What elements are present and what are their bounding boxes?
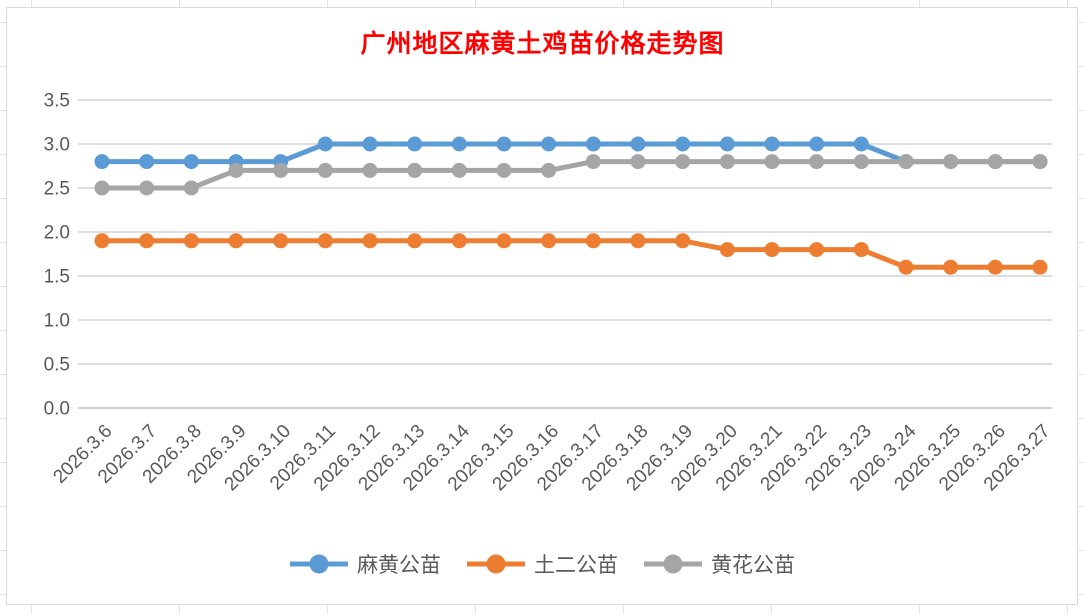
legend-item-黄花公苗: 黄花公苗 — [644, 549, 795, 579]
series-line — [99, 141, 1043, 165]
legend-marker-icon — [290, 554, 348, 574]
series-麻黄公苗 — [94, 136, 1048, 170]
data-point — [496, 233, 512, 249]
data-point — [183, 233, 199, 249]
series-line — [99, 238, 1043, 270]
data-point — [94, 154, 110, 170]
data-point — [585, 136, 601, 152]
chart-legend: 麻黄公苗 土二公苗 黄花公苗 — [0, 549, 1085, 579]
data-point — [496, 136, 512, 152]
data-point — [273, 162, 289, 178]
y-tick-label: 1.5 — [44, 267, 70, 288]
data-point — [764, 154, 780, 170]
data-point — [987, 259, 1003, 275]
data-point — [541, 233, 557, 249]
data-point — [451, 136, 467, 152]
data-point — [541, 162, 557, 178]
data-point — [585, 233, 601, 249]
data-point — [764, 136, 780, 152]
data-point — [719, 242, 735, 258]
data-point — [943, 259, 959, 275]
data-point — [853, 136, 869, 152]
data-point — [317, 136, 333, 152]
legend-marker-icon — [644, 554, 702, 574]
data-point — [719, 136, 735, 152]
y-tick-label: 2.5 — [44, 179, 70, 200]
legend-item-土二公苗: 土二公苗 — [467, 549, 618, 579]
data-point — [853, 154, 869, 170]
data-point — [362, 136, 378, 152]
legend-label: 麻黄公苗 — [357, 554, 441, 577]
data-point — [898, 154, 914, 170]
legend-marker-icon — [467, 554, 525, 574]
data-point — [139, 233, 155, 249]
data-point — [362, 162, 378, 178]
y-tick-label: 1.0 — [44, 311, 70, 332]
y-tick-label: 3.5 — [44, 91, 70, 112]
data-point — [630, 154, 646, 170]
data-point — [809, 136, 825, 152]
data-point — [630, 233, 646, 249]
data-point — [451, 233, 467, 249]
legend-label: 黄花公苗 — [711, 554, 795, 577]
data-point — [541, 136, 557, 152]
series-line — [99, 159, 1043, 191]
data-point — [496, 162, 512, 178]
data-point — [675, 136, 691, 152]
data-point — [94, 180, 110, 196]
legend-item-麻黄公苗: 麻黄公苗 — [290, 549, 441, 579]
legend-label: 土二公苗 — [534, 554, 618, 577]
series-土二公苗 — [94, 233, 1048, 275]
data-point — [585, 154, 601, 170]
x-axis-labels: 2026.3.62026.3.72026.3.82026.3.92026.3.1… — [49, 420, 1054, 495]
data-point — [1032, 154, 1048, 170]
data-point — [809, 242, 825, 258]
data-point — [943, 154, 959, 170]
data-point — [675, 154, 691, 170]
data-point — [94, 233, 110, 249]
data-point — [139, 154, 155, 170]
data-point — [407, 136, 423, 152]
data-point — [809, 154, 825, 170]
data-point — [407, 233, 423, 249]
data-point — [675, 233, 691, 249]
data-point — [407, 162, 423, 178]
y-tick-label: 0.5 — [44, 355, 70, 376]
chart-title: 广州地区麻黄土鸡苗价格走势图 — [360, 31, 725, 58]
data-point — [317, 233, 333, 249]
y-tick-label: 3.0 — [44, 135, 70, 156]
data-point — [451, 162, 467, 178]
data-point — [987, 154, 1003, 170]
y-tick-label: 2.0 — [44, 223, 70, 244]
data-point — [228, 233, 244, 249]
data-point — [139, 180, 155, 196]
data-point — [228, 162, 244, 178]
y-axis-labels: 0.0 0.5 1.0 1.5 2.0 2.5 3.0 3.5 — [44, 91, 70, 420]
data-point — [183, 154, 199, 170]
data-point — [898, 259, 914, 275]
data-point — [630, 136, 646, 152]
data-point — [317, 162, 333, 178]
y-tick-label: 0.0 — [44, 399, 70, 420]
data-point — [183, 180, 199, 196]
data-point — [273, 233, 289, 249]
data-point — [853, 242, 869, 258]
data-point — [362, 233, 378, 249]
series-黄花公苗 — [94, 154, 1048, 196]
chart-object[interactable] — [6, 7, 1078, 605]
data-point — [764, 242, 780, 258]
data-point — [719, 154, 735, 170]
data-point — [1032, 259, 1048, 275]
